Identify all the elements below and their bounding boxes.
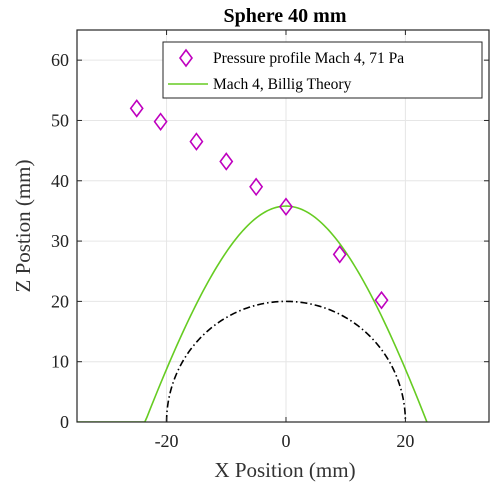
y-tick-label: 30 (51, 231, 69, 251)
axes-box (76, 29, 490, 423)
pressure-data-point (153, 112, 168, 132)
x-tick-label: 20 (396, 431, 414, 451)
ticks: -20 0 20 0 10 20 30 40 50 60 (51, 30, 489, 451)
curves (77, 205, 428, 422)
y-axis-label: Z Postion (mm) (11, 159, 35, 292)
x-tick-label: 0 (281, 431, 290, 451)
pressure-data-point (129, 99, 144, 118)
y-tick-label: 60 (51, 50, 69, 70)
x-tick-label: -20 (155, 431, 179, 451)
legend-box (162, 41, 483, 99)
sphere-body-outline (165, 300, 407, 422)
y-tick-label: 50 (51, 110, 69, 130)
y-tick-label: 40 (51, 171, 69, 191)
chart-title: Sphere 40 mm (224, 5, 347, 27)
pressure-data-point (278, 197, 293, 217)
markers (129, 99, 389, 310)
pressure-data-point (332, 245, 347, 264)
pressure-data-point (249, 177, 264, 197)
y-tick-label: 20 (51, 291, 69, 311)
pressure-data-point (219, 152, 234, 171)
x-axis-label: X Position (mm) (214, 458, 355, 482)
pressure-data-point (189, 132, 204, 151)
y-tick-label: 0 (60, 412, 69, 432)
legend-label-billig: Mach 4, Billig Theory (213, 76, 352, 93)
legend-diamond-marker (179, 48, 193, 68)
billig-theory-curve (77, 205, 428, 422)
legend: Pressure profile Mach 4, 71 Pa Mach 4, B… (162, 41, 483, 99)
legend-label-pressure: Pressure profile Mach 4, 71 Pa (213, 50, 404, 67)
pressure-data-point (374, 290, 389, 310)
y-tick-label: 10 (51, 352, 69, 372)
